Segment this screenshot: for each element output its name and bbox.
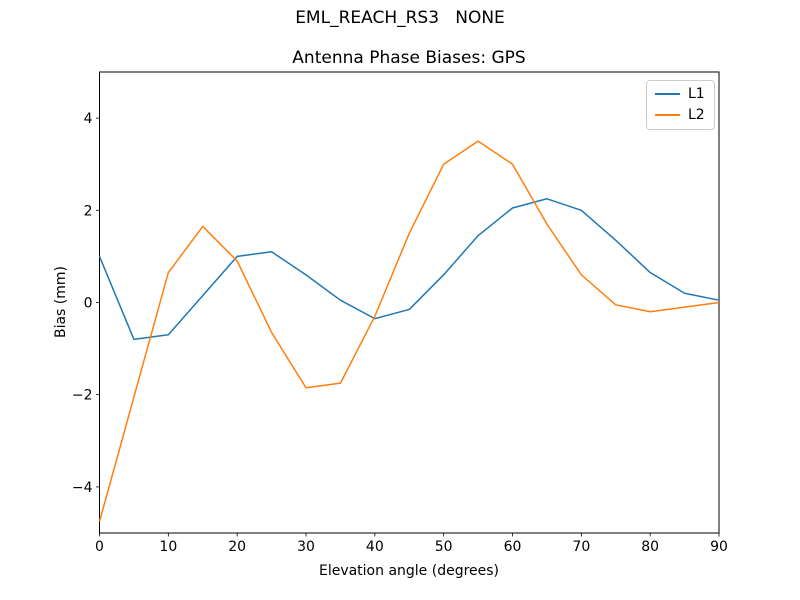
- x-axis-label: Elevation angle (degrees): [318, 563, 500, 579]
- legend-swatch-l2-line: [655, 114, 680, 117]
- figure-title: EML_REACH_RS3 NONE: [295, 8, 505, 28]
- y-tick-label: 4: [84, 111, 93, 127]
- legend: L1 L2: [646, 80, 715, 130]
- x-tick-label: 30: [297, 539, 315, 555]
- series-line-l2: [98, 140, 720, 522]
- x-tick-label: 0: [95, 539, 104, 555]
- legend-label-l2: L2: [688, 106, 705, 123]
- legend-swatch-l1-line: [655, 93, 680, 96]
- series-line-l1: [98, 198, 720, 341]
- x-tick-label: 20: [228, 539, 246, 555]
- x-tick-label: 90: [710, 539, 728, 555]
- y-axis-label: Bias (mm): [53, 265, 69, 339]
- y-tick-label: −2: [72, 388, 93, 404]
- y-tick-label: −4: [72, 480, 93, 496]
- y-tick-label: 2: [84, 203, 93, 219]
- y-tick-label: 0: [84, 296, 93, 312]
- legend-item-l1: L1: [655, 86, 705, 103]
- x-tick-label: 70: [572, 539, 590, 555]
- legend-item-l2: L2: [655, 107, 705, 124]
- x-tick-label: 40: [366, 539, 384, 555]
- x-tick-label: 10: [159, 539, 177, 555]
- x-tick-label: 80: [641, 539, 659, 555]
- axes-frame: [99, 71, 720, 534]
- x-tick-label: 60: [504, 539, 522, 555]
- legend-label-l1: L1: [688, 86, 705, 102]
- axes-title: Antenna Phase Biases: GPS: [292, 48, 526, 68]
- x-tick-label: 50: [435, 539, 453, 555]
